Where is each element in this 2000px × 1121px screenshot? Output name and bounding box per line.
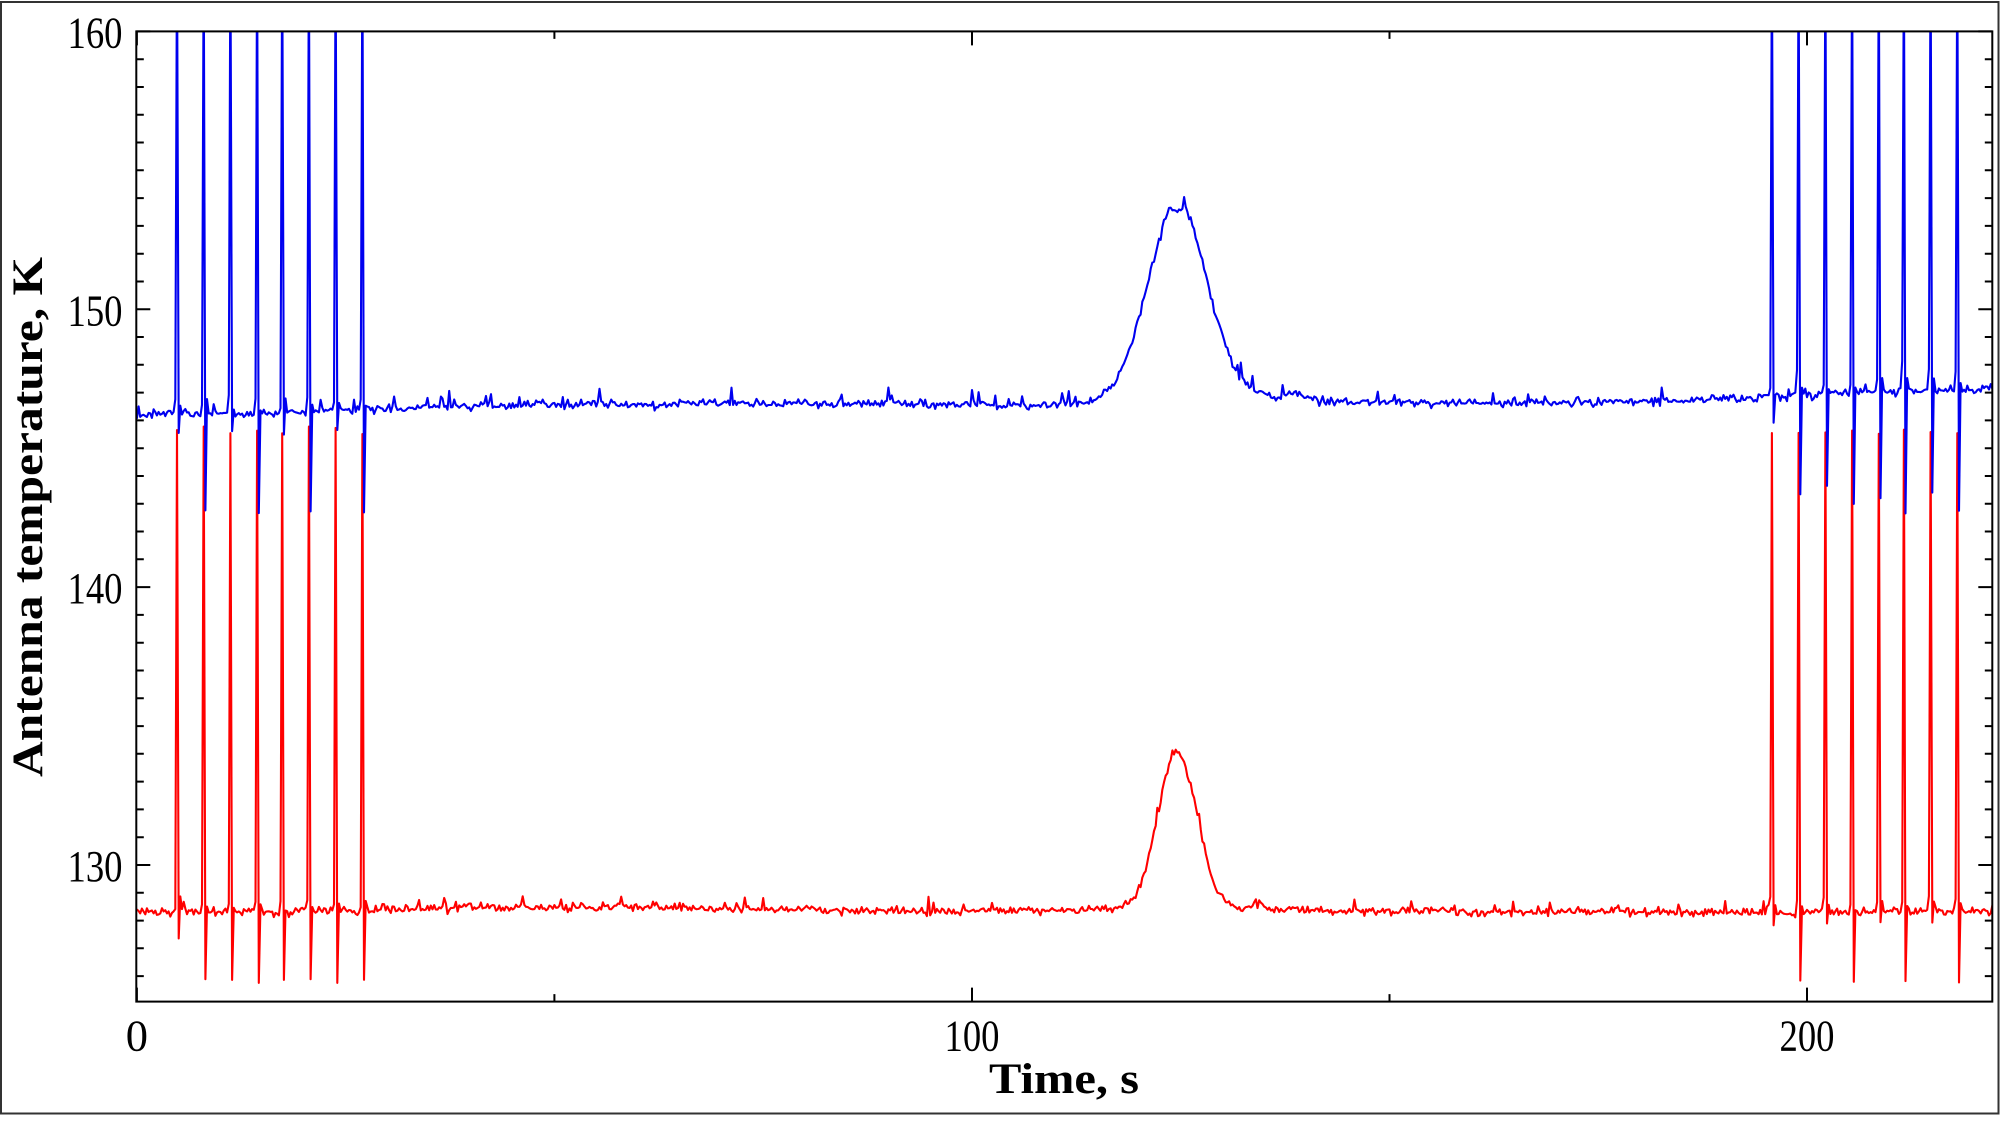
svg-text:160: 160 bbox=[68, 7, 123, 57]
svg-text:0: 0 bbox=[126, 1011, 148, 1061]
svg-text:100: 100 bbox=[945, 1011, 1000, 1061]
svg-text:140: 140 bbox=[68, 563, 123, 613]
svg-text:200: 200 bbox=[1780, 1011, 1835, 1061]
svg-text:Time, s: Time, s bbox=[989, 1056, 1139, 1103]
svg-text:Antenna temperature, K: Antenna temperature, K bbox=[5, 256, 52, 777]
svg-text:130: 130 bbox=[68, 841, 123, 891]
svg-text:150: 150 bbox=[68, 285, 123, 335]
